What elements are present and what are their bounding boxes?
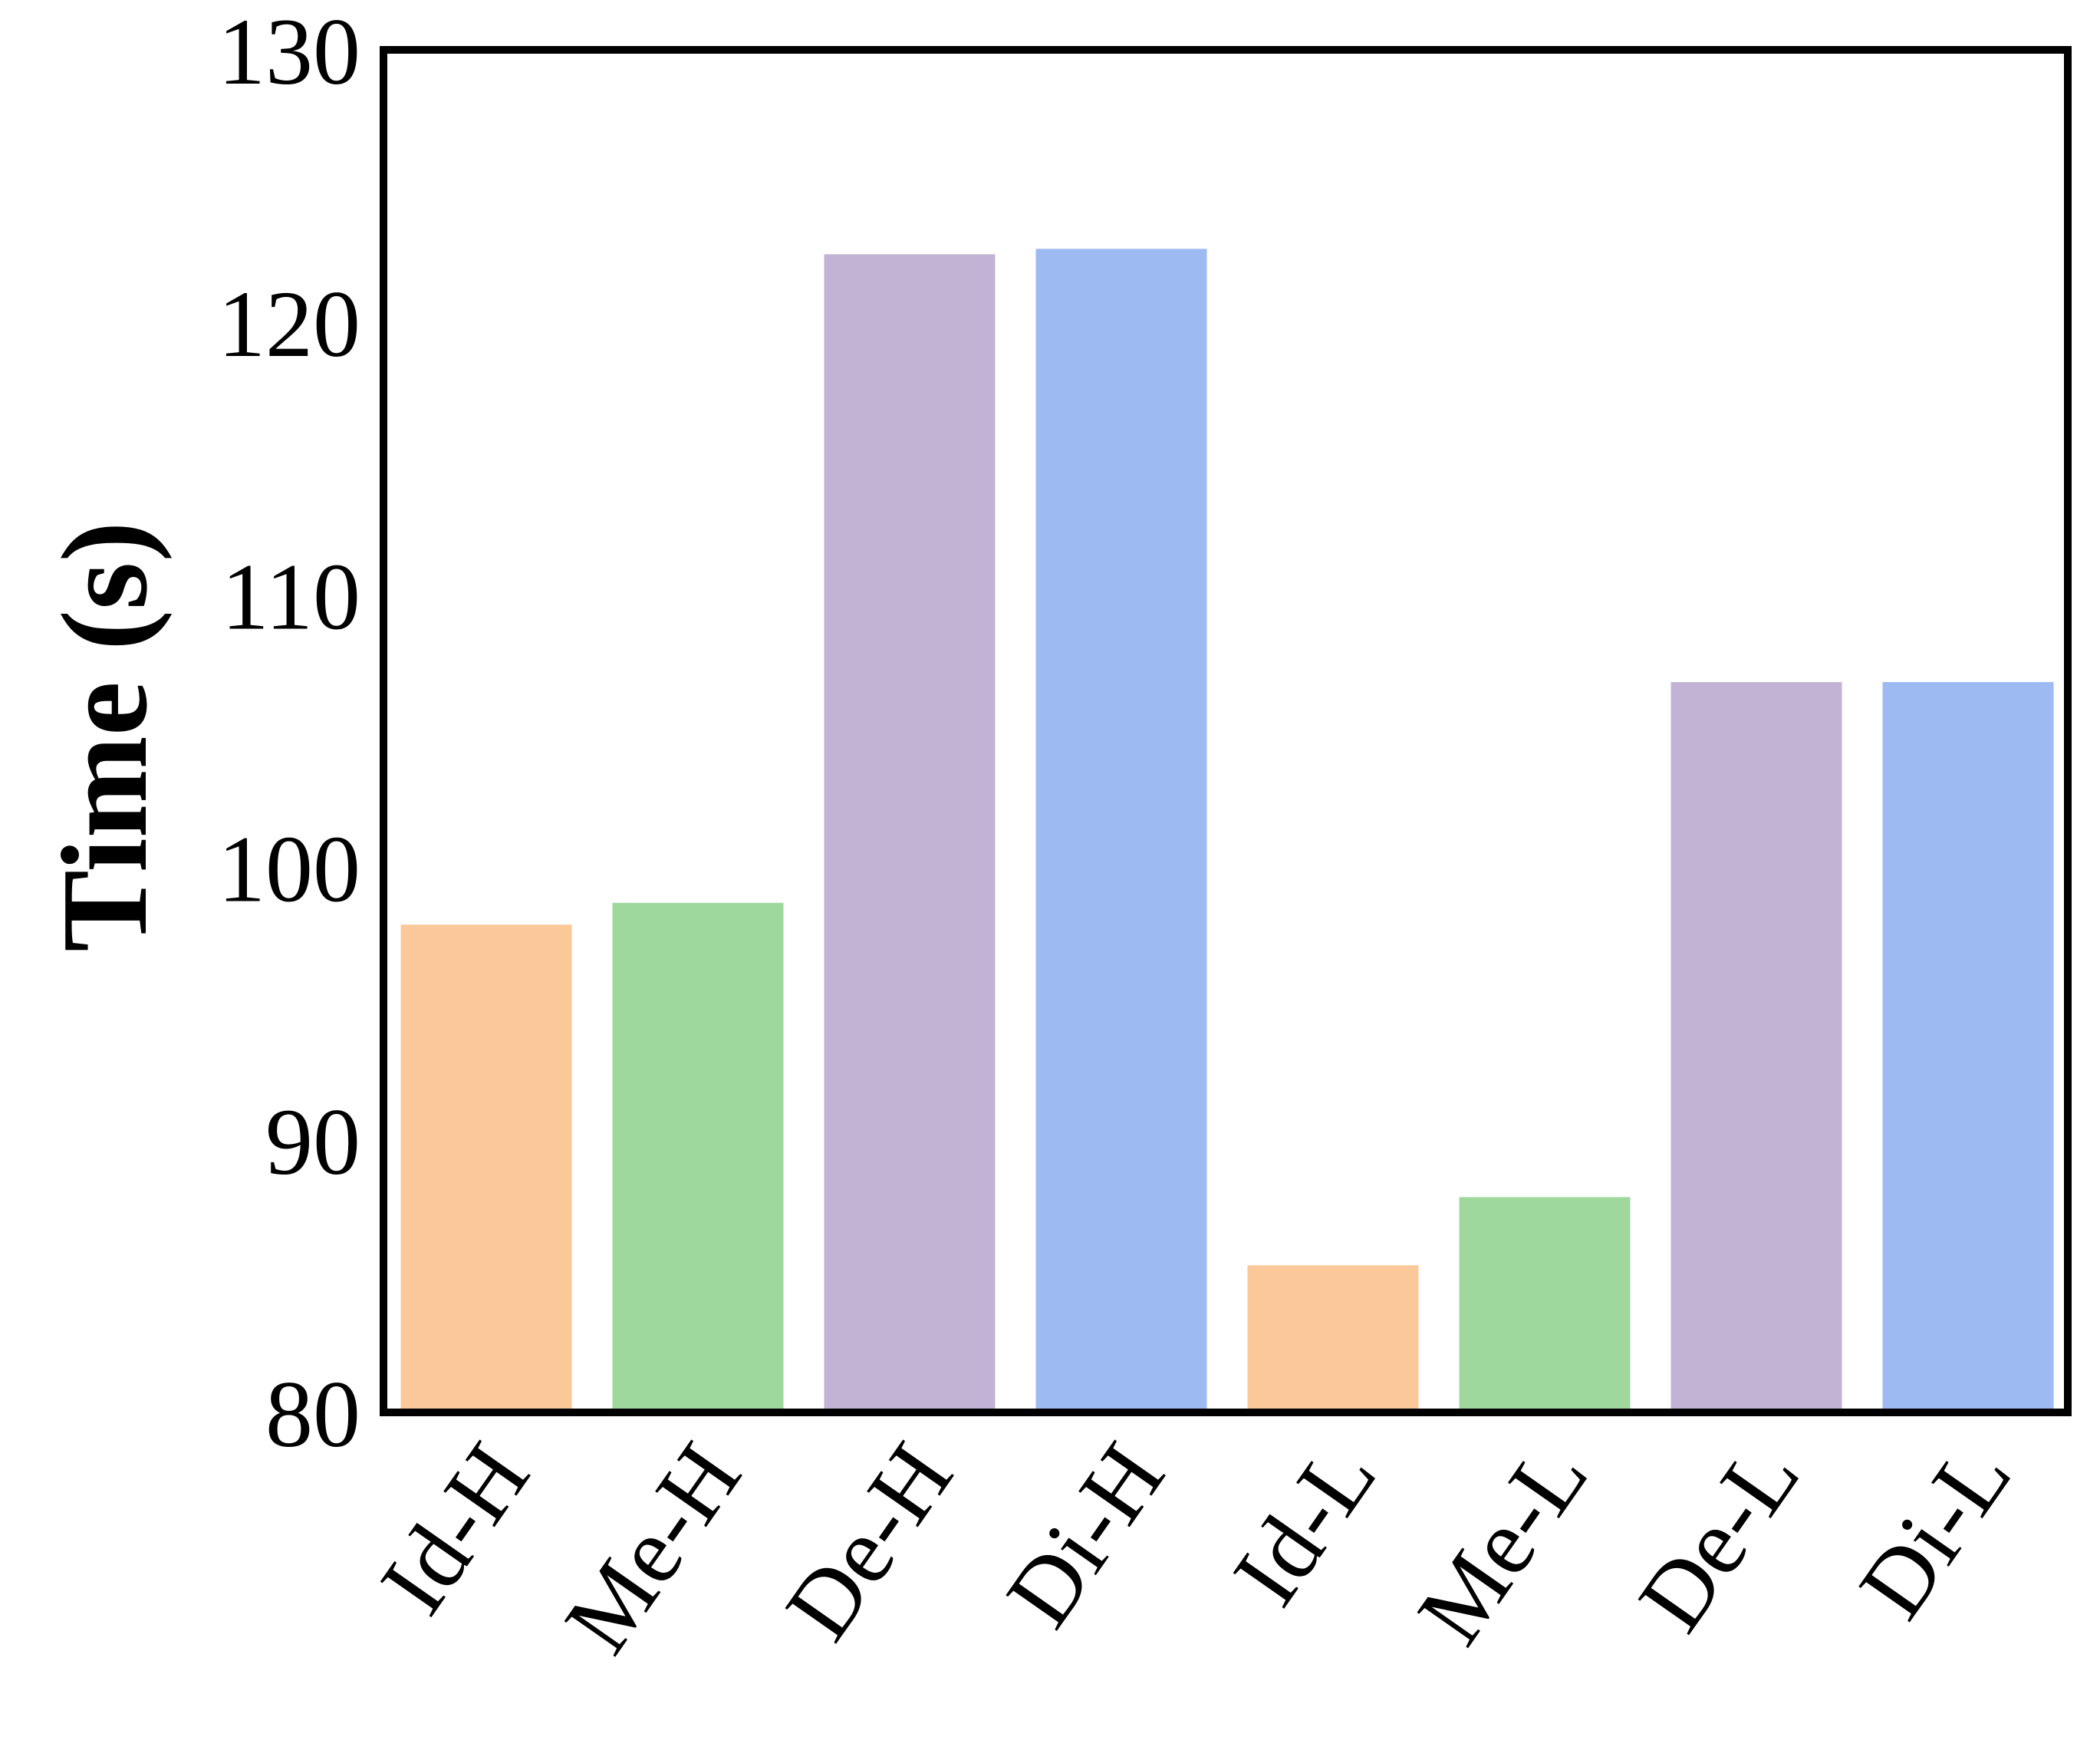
y-tick-label: 80 <box>265 1362 360 1467</box>
y-tick-label: 120 <box>218 272 360 377</box>
bar-de-h <box>824 254 996 1412</box>
bar-de-l <box>1670 682 1842 1412</box>
x-tick-label: Me-H <box>545 1425 761 1671</box>
bar-id-l <box>1247 1265 1419 1412</box>
bar-id-h <box>400 924 572 1412</box>
x-tick-label: Di-H <box>986 1425 1184 1645</box>
x-axis-labels: Id-HMe-H De-H Di-H Id-L Me-L De-L Di-L <box>360 1425 2032 1671</box>
x-tick-label: Id-L <box>1213 1425 1397 1623</box>
y-tick-label: 130 <box>218 0 360 104</box>
plot-frame <box>380 46 2072 1416</box>
bar-di-l <box>1882 682 2054 1412</box>
y-axis-ticks: 80 90 100 110 120 130 <box>218 0 360 1467</box>
bar-me-l <box>1459 1197 1631 1412</box>
y-tick-label: 100 <box>218 817 360 922</box>
x-tick-label: Id-H <box>360 1425 550 1632</box>
x-tick-label: De-L <box>1618 1425 1819 1649</box>
x-tick-label: Di-L <box>1839 1425 2031 1636</box>
bar-me-h <box>612 902 784 1412</box>
y-tick-label: 90 <box>265 1089 360 1195</box>
x-tick-label: Me-L <box>1397 1425 1608 1663</box>
x-tick-label: De-H <box>765 1425 973 1658</box>
y-tick-label: 110 <box>222 544 360 649</box>
bars-group <box>400 249 2054 1412</box>
y-axis-title: Time (s) <box>36 521 173 951</box>
bar-di-h <box>1035 249 1207 1412</box>
